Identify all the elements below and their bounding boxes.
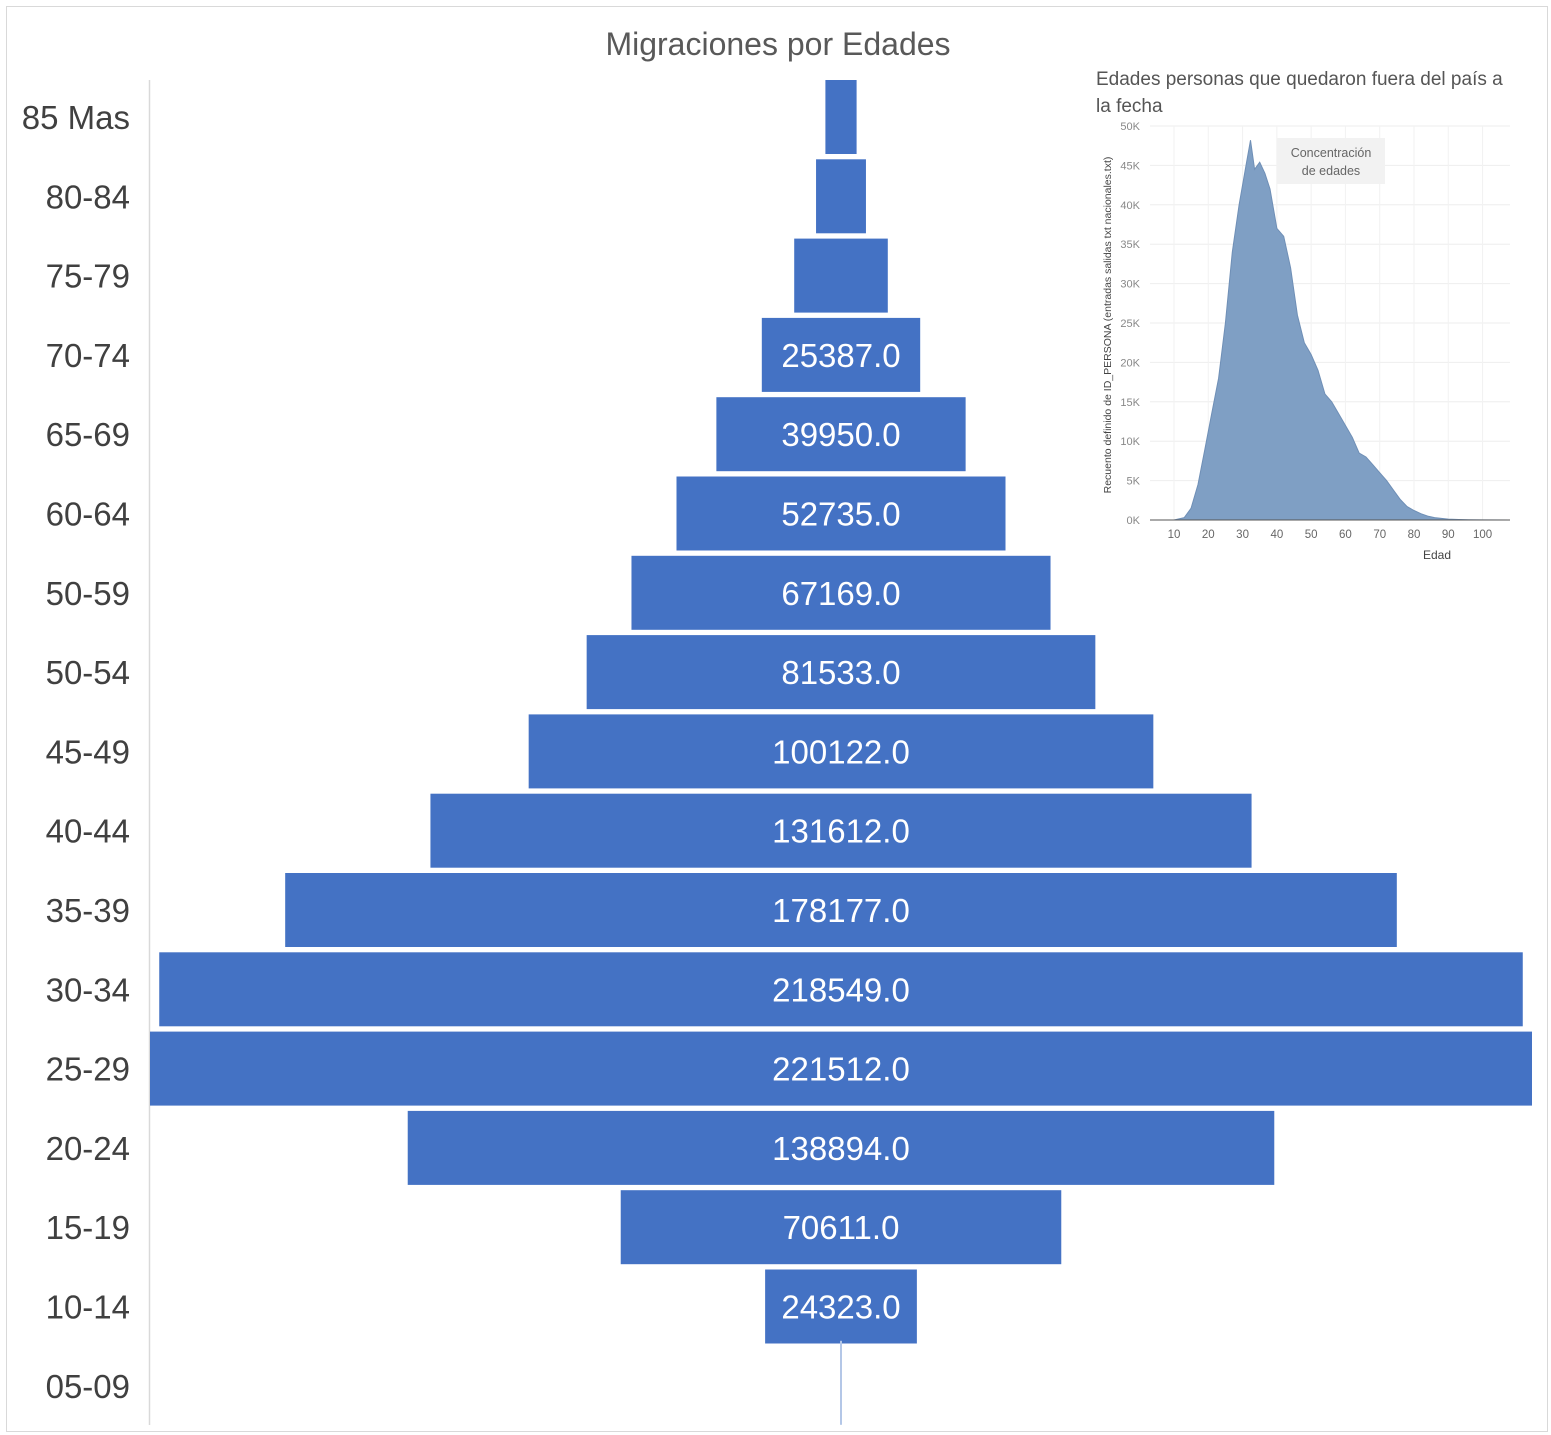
- bar: [676, 476, 1006, 551]
- category-label: 05-09: [46, 1368, 130, 1405]
- bar: [765, 1269, 917, 1344]
- category-label: 50-54: [46, 654, 130, 691]
- category-label: 20-24: [46, 1130, 130, 1167]
- bar: [631, 555, 1051, 630]
- inset-chart-title: Edades personas que quedaron fuera del p…: [1096, 69, 1503, 117]
- data-label: 221512.0: [772, 1051, 910, 1088]
- category-label: 70-74: [46, 337, 130, 374]
- bar: [430, 793, 1252, 868]
- data-label: 25387.0: [781, 337, 900, 374]
- bar: [794, 238, 888, 313]
- data-label: 218549.0: [772, 971, 910, 1008]
- bar: [825, 80, 857, 154]
- bar: [528, 714, 1154, 789]
- category-label: 85 Mas: [22, 99, 130, 136]
- category-label: 40-44: [46, 813, 130, 850]
- data-label: 131612.0: [772, 813, 910, 850]
- bar: [761, 317, 921, 392]
- category-label: 75-79: [46, 258, 130, 295]
- data-label: 24323.0: [781, 1289, 900, 1326]
- data-label: 70611.0: [783, 1209, 900, 1246]
- main-chart-title: Migraciones por Edades: [605, 26, 950, 62]
- category-label: 10-14: [46, 1289, 130, 1326]
- category-label: 35-39: [46, 892, 130, 929]
- category-label: 60-64: [46, 496, 130, 533]
- bar: [716, 397, 966, 472]
- category-label: 15-19: [46, 1209, 130, 1246]
- bar: [159, 952, 1523, 1027]
- category-label: 25-29: [46, 1051, 130, 1088]
- data-label: 39950.0: [781, 416, 900, 453]
- bar: [816, 159, 866, 234]
- category-label: 45-49: [46, 733, 130, 770]
- data-label: 81533.0: [781, 654, 900, 691]
- bar: [407, 1110, 1275, 1185]
- bar: [285, 873, 1397, 947]
- bar: [620, 1190, 1062, 1265]
- bar: [586, 635, 1096, 710]
- data-label: 100122.0: [772, 733, 910, 770]
- category-label: 30-34: [46, 971, 130, 1008]
- bar: [150, 1031, 1532, 1106]
- data-label: 52735.0: [781, 496, 900, 533]
- category-label: 65-69: [46, 416, 130, 453]
- category-label: 50-59: [46, 575, 130, 612]
- data-label: 138894.0: [772, 1130, 910, 1167]
- category-label: 80-84: [46, 178, 130, 215]
- data-label: 178177.0: [772, 892, 910, 929]
- data-label: 67169.0: [781, 575, 900, 612]
